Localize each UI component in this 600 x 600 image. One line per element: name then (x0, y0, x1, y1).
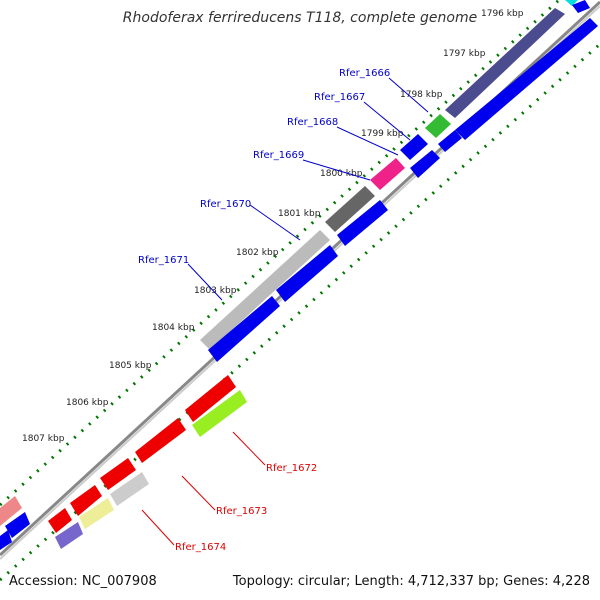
accession-text: Accession: NC_007908 (9, 574, 157, 589)
gene-inner-5 (276, 245, 338, 302)
leader-line (363, 101, 411, 141)
leader-line (187, 263, 223, 301)
gene-rfer-1672-block[interactable] (185, 375, 236, 422)
gene-red-4 (70, 485, 102, 516)
kbp-label: 1796 kbp (481, 9, 524, 19)
gene-blue-left-1 (5, 512, 30, 538)
genome-stats-text: Topology: circular; Length: 4,712,337 bp… (232, 574, 590, 589)
gene-inner-top (572, 0, 590, 13)
gene-blue-left-2 (0, 530, 12, 550)
gene-label-rfer-1674[interactable]: Rfer_1674 (175, 542, 226, 553)
forward-inner-genes (208, 0, 598, 362)
forward-gene-labels: Rfer_1666 Rfer_1667 Rfer_1668 Rfer_1669 … (138, 68, 429, 301)
gene-label-rfer-1666[interactable]: Rfer_1666 (339, 68, 390, 79)
kbp-scale: 1796 kbp 1797 kbp 1798 kbp 1799 kbp 1800… (22, 9, 524, 444)
forward-outer-genes (200, 0, 578, 350)
leader-line (141, 509, 175, 546)
gene-inner-1 (455, 18, 598, 140)
gene-inner-2 (438, 130, 462, 152)
gene-label-rfer-1667[interactable]: Rfer_1667 (314, 92, 365, 103)
kbp-label: 1797 kbp (443, 49, 486, 59)
leader-line (181, 475, 216, 511)
inner-tick-track (0, 42, 600, 582)
kbp-label: 1802 kbp (236, 248, 279, 258)
gene-rfer-1669[interactable] (370, 158, 405, 190)
leader-line (249, 204, 301, 241)
gene-red-5 (48, 508, 72, 533)
leader-line (336, 126, 399, 156)
kbp-label: 1800 kbp (320, 169, 363, 179)
gene-rfer-1672[interactable] (192, 390, 247, 437)
gene-label-rfer-1673[interactable]: Rfer_1673 (216, 506, 267, 517)
gene-rfer-1673[interactable] (110, 472, 149, 506)
kbp-label: 1799 kbp (361, 129, 404, 139)
reverse-gene-labels: Rfer_1672 Rfer_1673 Rfer_1674 (141, 431, 317, 553)
gene-rfer-1671[interactable] (200, 230, 330, 350)
kbp-label: 1798 kbp (400, 90, 443, 100)
gene-inner-6 (208, 296, 280, 362)
leader-line (302, 159, 371, 181)
kbp-label: 1801 kbp (278, 209, 321, 219)
gene-rfer-1667[interactable] (425, 114, 451, 138)
gene-red-2 (135, 418, 186, 463)
reverse-genes (0, 375, 247, 550)
gene-rfer-1674[interactable] (79, 498, 114, 529)
kbp-label: 1806 kbp (66, 398, 109, 408)
gene-rfer-1668[interactable] (400, 134, 428, 160)
leader-line (232, 431, 266, 466)
gene-top-cyan (565, 0, 578, 6)
gene-label-rfer-1669[interactable]: Rfer_1669 (253, 150, 304, 161)
kbp-label: 1804 kbp (152, 323, 195, 333)
gene-red-3 (100, 458, 136, 490)
kbp-label: 1805 kbp (109, 361, 152, 371)
gene-label-rfer-1668[interactable]: Rfer_1668 (287, 117, 338, 128)
gene-rfer-1666[interactable] (445, 8, 565, 118)
gene-label-rfer-1672[interactable]: Rfer_1672 (266, 463, 317, 474)
gene-rfer-1670[interactable] (325, 186, 375, 232)
gene-label-rfer-1670[interactable]: Rfer_1670 (200, 199, 251, 210)
gene-pink-left (0, 496, 22, 526)
gene-inner-4 (337, 200, 388, 246)
genome-title: Rhodoferax ferrireducens T118, complete … (122, 10, 478, 26)
gene-inner-3 (410, 150, 440, 178)
kbp-label: 1807 kbp (22, 434, 65, 444)
leader-line (388, 77, 429, 113)
gene-purple (55, 522, 83, 549)
gene-label-rfer-1671[interactable]: Rfer_1671 (138, 255, 189, 266)
kbp-label: 1803 kbp (194, 286, 237, 296)
